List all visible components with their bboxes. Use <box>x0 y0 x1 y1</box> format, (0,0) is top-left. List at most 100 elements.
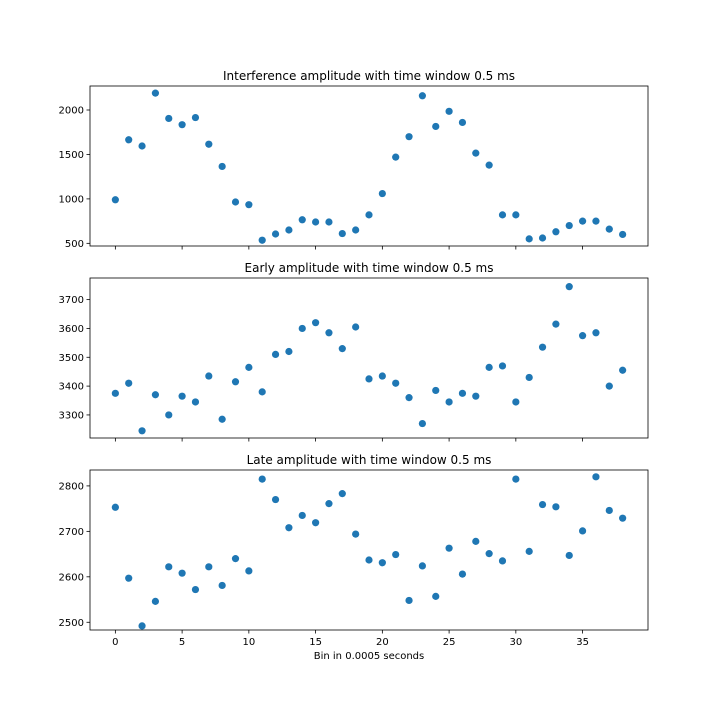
data-point <box>258 475 266 483</box>
data-point <box>605 225 613 233</box>
data-point <box>552 320 560 328</box>
data-point <box>205 563 213 571</box>
data-point <box>151 597 160 605</box>
subplot-1: Interference amplitude with time window … <box>59 69 649 250</box>
data-point <box>458 570 467 578</box>
y-tick-label: 2700 <box>59 527 84 538</box>
plot-frame <box>89 469 649 631</box>
data-point <box>191 585 200 594</box>
data-point <box>165 411 173 419</box>
y-tick-label: 2000 <box>59 106 84 117</box>
data-point <box>458 118 467 127</box>
subplots: Interference amplitude with time window … <box>59 69 649 648</box>
data-point <box>191 398 200 406</box>
data-point <box>338 229 346 238</box>
data-point <box>512 475 520 483</box>
data-point <box>151 89 160 97</box>
data-point <box>605 382 613 390</box>
data-point <box>258 236 266 244</box>
plot-frame <box>89 85 649 247</box>
data-point <box>325 329 333 337</box>
data-point <box>418 562 426 570</box>
data-point <box>578 527 587 535</box>
data-point <box>325 218 333 226</box>
data-point <box>218 581 226 590</box>
data-point <box>125 574 133 582</box>
data-point <box>498 211 507 219</box>
y-tick-label: 2600 <box>59 572 84 583</box>
y-tick-label: 1500 <box>59 150 84 161</box>
data-point <box>445 544 453 552</box>
data-point <box>151 391 160 399</box>
data-point <box>552 228 560 236</box>
data-point <box>231 555 240 563</box>
data-point <box>525 547 533 555</box>
data-point <box>445 398 453 406</box>
data-point <box>485 363 493 371</box>
data-point <box>512 398 520 406</box>
x-tick-label: 10 <box>242 637 255 648</box>
x-tick-label: 15 <box>309 637 322 648</box>
data-point <box>165 114 173 123</box>
y-tick-label: 500 <box>65 239 84 250</box>
data-point <box>378 559 386 567</box>
data-point <box>218 162 226 171</box>
data-point <box>565 551 573 560</box>
subplot-title: Interference amplitude with time window … <box>223 69 515 83</box>
data-point <box>445 107 453 115</box>
data-point <box>312 319 320 327</box>
data-point <box>418 92 426 100</box>
data-point <box>325 500 333 508</box>
data-point <box>592 329 600 337</box>
data-point <box>405 596 413 605</box>
data-point <box>178 569 186 577</box>
data-point <box>592 473 600 481</box>
data-point <box>619 230 627 239</box>
data-point <box>619 514 627 522</box>
subplot-2: Early amplitude with time window 0.5 ms 3… <box>59 261 649 442</box>
subplot-3: Late amplitude with time window 0.5 ms 25… <box>59 453 649 648</box>
data-point <box>312 218 320 226</box>
data-point <box>552 503 560 511</box>
x-axis-label: Bin in 0.0005 seconds <box>314 651 425 662</box>
data-point <box>378 372 386 380</box>
subplot-title: Late amplitude with time window 0.5 ms <box>247 453 492 467</box>
data-point <box>111 503 119 511</box>
data-point <box>178 121 186 129</box>
data-point <box>352 323 360 331</box>
data-point <box>298 216 306 224</box>
data-point <box>365 375 373 383</box>
x-tick-label: 20 <box>376 637 389 648</box>
plot-frame <box>89 277 649 439</box>
y-tick-label: 3500 <box>59 353 84 364</box>
data-point <box>352 226 360 234</box>
data-point <box>125 379 133 387</box>
data-point <box>538 343 547 351</box>
data-point <box>565 283 573 291</box>
data-point <box>138 427 146 435</box>
data-point <box>271 350 280 358</box>
x-tick-label: 35 <box>576 637 589 648</box>
data-point <box>432 386 440 395</box>
data-point <box>138 622 146 630</box>
data-point <box>271 495 280 504</box>
data-point <box>565 221 573 230</box>
data-point <box>418 419 426 428</box>
y-tick-label: 3400 <box>59 382 84 393</box>
data-point <box>365 556 373 564</box>
data-point <box>378 189 386 198</box>
data-point <box>111 196 119 204</box>
data-point <box>245 567 253 575</box>
data-point <box>605 506 613 515</box>
x-tick-label: 25 <box>443 637 456 648</box>
y-tick-label: 1000 <box>59 194 84 205</box>
data-point <box>392 379 400 387</box>
data-point <box>485 550 493 558</box>
x-tick-label: 30 <box>509 637 522 648</box>
subplot-title: Early amplitude with time window 0.5 ms <box>245 261 494 275</box>
data-point <box>432 592 440 600</box>
data-point <box>405 133 413 141</box>
data-point <box>231 198 240 206</box>
